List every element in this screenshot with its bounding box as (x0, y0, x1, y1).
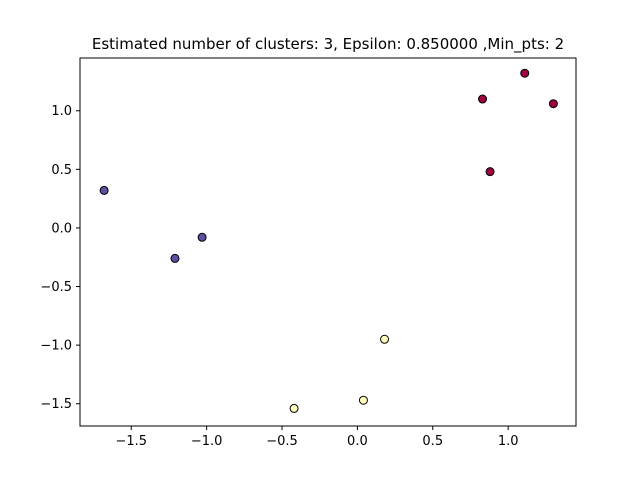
data-points (99, 68, 558, 413)
x-tick-label: −1.5 (115, 434, 147, 449)
y-tick-label: 0.0 (51, 221, 72, 236)
y-tick-label: −1.0 (40, 339, 72, 354)
x-axis: −1.5 −1.0 −0.5 0.0 0.5 1.0 (115, 426, 519, 449)
cluster-1-points (99, 185, 207, 263)
plot-area: −1.5 −1.0 −0.5 0.0 0.5 1.0 −1.5 −1.0 −0.5 0.0 0.5… (40, 57, 577, 449)
data-point (520, 68, 530, 78)
cluster-3-points (289, 334, 390, 413)
data-point (358, 395, 368, 405)
y-tick-label: −0.5 (40, 280, 72, 295)
x-tick-label: 1.0 (498, 434, 519, 449)
x-tick-label: 0.0 (347, 434, 368, 449)
x-tick-label: −0.5 (266, 434, 298, 449)
data-point (197, 232, 207, 242)
data-point (548, 99, 558, 109)
data-point (485, 167, 495, 177)
data-point (289, 403, 299, 413)
data-point (380, 334, 390, 344)
cluster-2-points (478, 68, 558, 177)
x-tick-label: 0.5 (422, 434, 443, 449)
y-tick-label: −1.5 (40, 397, 72, 412)
chart-title: Estimated number of clusters: 3, Epsilon… (92, 35, 564, 54)
axes-frame (79, 57, 577, 427)
x-tick-label: −1.0 (191, 434, 223, 449)
y-axis: −1.5 −1.0 −0.5 0.0 0.5 1.0 (40, 104, 80, 412)
y-tick-label: 0.5 (51, 163, 72, 178)
data-point (99, 185, 109, 195)
y-tick-label: 1.0 (51, 104, 72, 119)
data-point (478, 94, 488, 104)
data-point (170, 253, 180, 263)
